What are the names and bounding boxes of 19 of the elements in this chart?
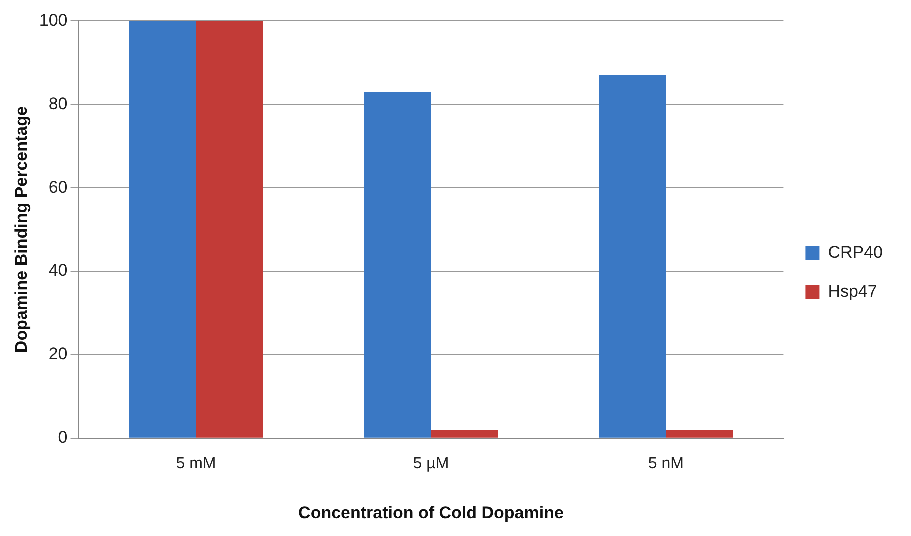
bar xyxy=(599,75,666,438)
bar xyxy=(364,92,432,438)
x-tick-label: 5 nM xyxy=(648,455,684,472)
y-tick-label: 20 xyxy=(48,344,68,364)
y-axis-title: Dopamine Binding Percentage xyxy=(12,106,31,354)
x-tick-label: 5 µM xyxy=(413,455,450,472)
bar xyxy=(431,430,498,438)
y-tick-label: 60 xyxy=(48,178,68,197)
bar xyxy=(196,21,264,438)
bar xyxy=(129,21,196,438)
y-tick-label: 80 xyxy=(48,94,68,114)
y-tick-label: 0 xyxy=(58,428,68,448)
y-tick-label: 100 xyxy=(39,10,68,30)
bar xyxy=(666,430,734,438)
legend-label: CRP40 xyxy=(828,243,884,262)
x-tick-label: 5 mM xyxy=(176,455,216,472)
y-tick-label: 40 xyxy=(48,261,68,280)
legend-label: Hsp47 xyxy=(828,282,878,302)
x-axis-title: Concentration of Cold Dopamine xyxy=(298,503,564,522)
